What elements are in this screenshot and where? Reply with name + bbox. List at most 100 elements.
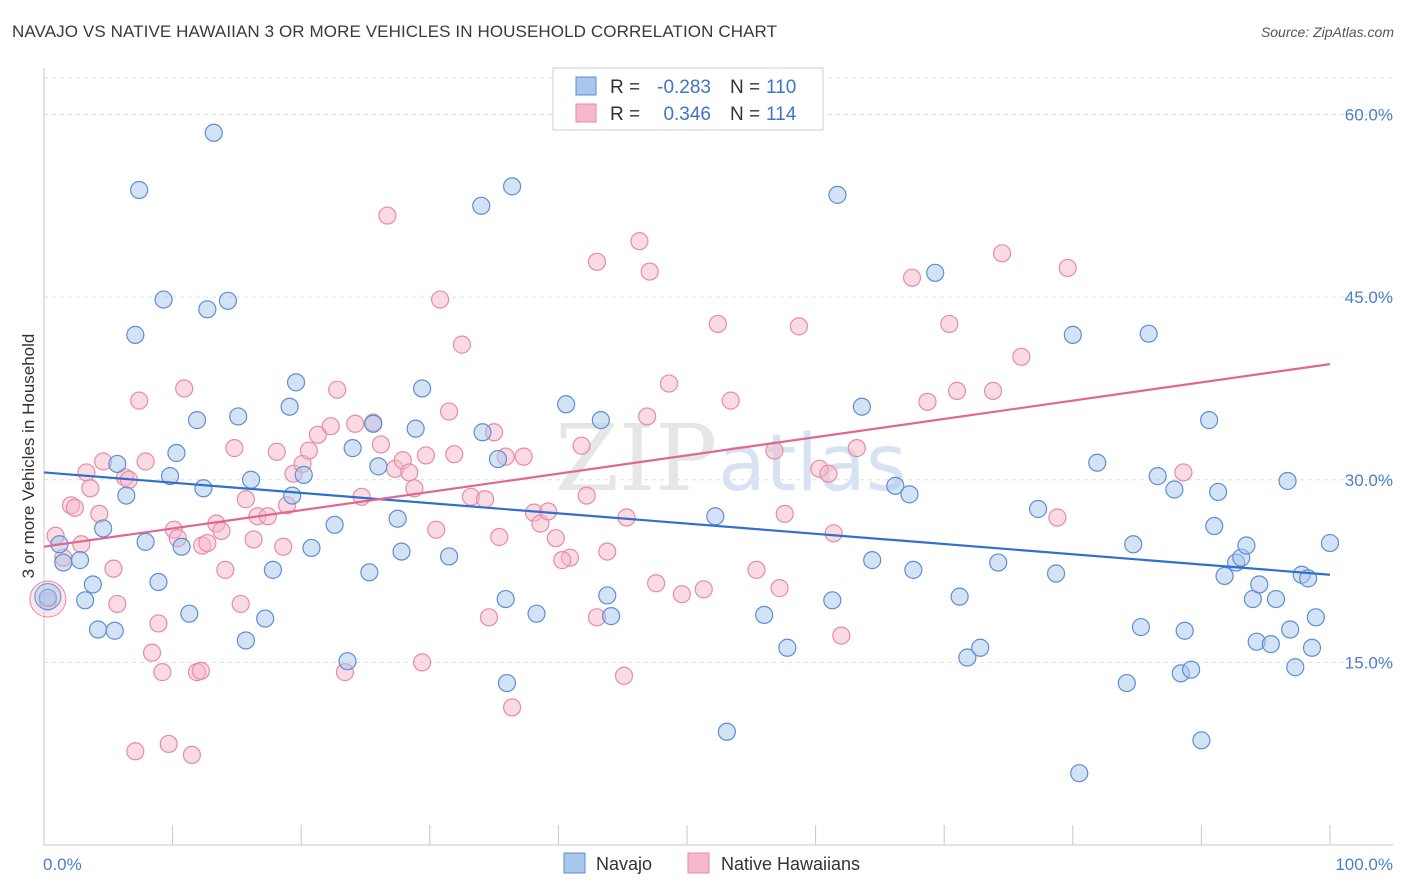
bottom-legend-label-native-hawaiians: Native Hawaiians [721,854,860,874]
data-point-navajo [286,373,306,392]
data-point-navajo [136,532,155,551]
data-point-navajo [904,560,923,579]
data-point-native-hawaiians [77,463,96,482]
data-point-navajo [360,563,379,582]
data-point-navajo [1200,411,1219,430]
data-point-native-hawaiians [212,521,231,540]
data-point-navajo [989,553,1008,572]
data-point-native-hawaiians [198,533,217,553]
data-point-navajo [1261,635,1280,654]
data-point-native-hawaiians [902,268,922,287]
bottom-legend-swatch-navajo [563,852,586,874]
legend-n-label-navajo: N = [730,77,760,98]
bottom-legend-swatch-native-hawaiians [687,852,710,874]
data-point-native-hawaiians [572,436,591,455]
data-point-native-hawaiians [770,579,789,598]
data-point-navajo [241,470,261,489]
data-point-navajo [1175,621,1194,640]
data-point-navajo [160,467,180,486]
legend-r-label-navajo: R = [610,77,640,98]
data-point-navajo [1209,482,1228,502]
data-point-native-hawaiians [992,244,1012,263]
data-point-native-hawaiians [630,232,649,251]
data-point-native-hawaiians [672,585,691,604]
data-point-navajo [717,722,736,741]
data-point-native-hawaiians [321,417,340,436]
data-point-native-hawaiians [819,464,838,483]
data-point-native-hawaiians [553,551,572,570]
y-tick-label: 15.0% [1345,653,1393,672]
data-point-navajo [392,542,411,561]
data-point-navajo [1302,638,1322,657]
data-point-native-hawaiians [81,479,100,498]
data-point-navajo [198,300,217,319]
data-point-navajo [497,673,517,693]
bottom-legend-label-navajo: Navajo [596,854,652,874]
y-tick-label: 45.0% [1345,288,1393,307]
source-label: Source: ZipAtlas.com [1260,24,1394,40]
data-point-navajo [1266,589,1286,609]
data-point-native-hawaiians [647,574,666,593]
data-point-navajo [280,397,299,416]
data-point-native-hawaiians [430,290,450,309]
data-point-navajo [439,547,459,566]
data-point-navajo [117,486,136,505]
data-point-navajo [294,465,313,484]
data-point-navajo [108,454,127,474]
data-point-native-hawaiians [832,626,851,645]
data-point-navajo [130,180,149,200]
data-point-navajo [591,411,610,430]
data-point-navajo [194,479,213,498]
data-point-navajo [1124,535,1143,554]
data-point-native-hawaiians [490,527,509,547]
data-point-navajo [187,411,207,430]
legend-r-value-navajo: -0.283 [657,77,711,98]
data-point-native-hawaiians [983,381,1003,400]
data-point-native-hawaiians [427,520,446,539]
legend-n-label-native-hawaiians: N = [730,104,760,125]
data-point-navajo [1131,617,1151,637]
data-point-native-hawaiians [126,742,145,761]
data-point-navajo [83,575,102,594]
legend-swatch-native-hawaiians [575,103,597,123]
chart-title: NAVAJO VS NATIVE HAWAIIAN 3 OR MORE VEHI… [12,22,778,41]
data-point-navajo [236,631,256,650]
data-point-navajo [218,291,237,310]
data-point-navajo [154,290,173,309]
data-point-native-hawaiians [638,407,657,426]
data-point-navajo [369,457,388,476]
data-point-navajo [852,397,871,416]
data-point-native-hawaiians [598,542,617,561]
data-point-navajo [338,652,357,671]
legend-n-value-navajo: 110 [766,77,796,98]
data-point-navajo [94,519,113,538]
data-point-native-hawaiians [371,435,391,454]
data-point-native-hawaiians [708,314,727,334]
data-point-navajo [54,553,73,572]
legend-swatch-navajo [575,76,597,96]
data-point-native-hawaiians [640,262,659,281]
data-point-navajo [256,609,275,628]
data-point-native-hawaiians [479,608,499,627]
data-point-navajo [302,538,321,558]
data-point-navajo [1028,499,1048,519]
data-point-navajo [778,638,797,657]
data-point-native-hawaiians [577,486,596,505]
data-point-native-hawaiians [694,580,713,599]
data-point-native-hawaiians [142,643,162,662]
data-point-native-hawaiians [108,594,127,614]
data-point-native-hawaiians [225,439,244,458]
data-point-navajo [1237,536,1256,555]
cluster-point-navajo [34,583,62,611]
data-point-native-hawaiians [244,530,263,549]
data-point-native-hawaiians [72,535,91,554]
data-point-navajo [388,509,407,528]
data-point-native-hawaiians [328,380,347,399]
trend-lines [43,363,1331,576]
data-point-navajo [1281,620,1300,639]
data-point-navajo [76,591,95,610]
data-point-native-hawaiians [136,452,155,471]
axes [43,68,1393,846]
data-point-native-hawaiians [775,504,794,523]
